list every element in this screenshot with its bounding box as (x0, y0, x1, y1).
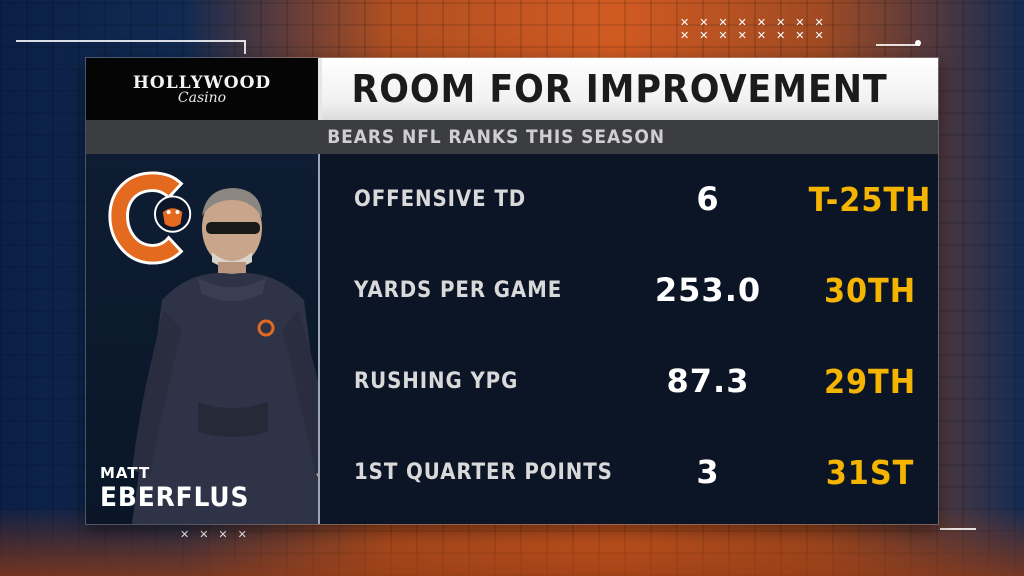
stat-value: 6 (696, 180, 720, 218)
deco-line-top-right (876, 44, 920, 46)
stat-label: YARDS PER GAME (354, 277, 563, 303)
stats-table: OFFENSIVE TD 6 T-25TH YARDS PER GAME 253… (320, 154, 938, 524)
coach-photo (132, 188, 318, 524)
stat-rank: 30TH (823, 270, 917, 310)
stat-value: 3 (696, 453, 720, 491)
stats-card: HOLLYWOOD Casino ROOM FOR IMPROVEMENT BE… (86, 58, 938, 524)
title-bar: ROOM FOR IMPROVEMENT (322, 58, 938, 120)
deco-line-bottom-right (940, 528, 976, 530)
stat-rank: T-25TH (808, 179, 932, 219)
deco-x-marks: ✕✕✕✕✕✕✕✕ ✕✕✕✕✕✕✕✕ (680, 16, 834, 42)
stat-row: OFFENSIVE TD 6 T-25TH (320, 154, 938, 244)
page-title: ROOM FOR IMPROVEMENT (351, 67, 888, 111)
subtitle-bar: BEARS NFL RANKS THIS SEASON (86, 120, 938, 154)
stat-label: OFFENSIVE TD (354, 186, 527, 212)
stat-value: 87.3 (666, 362, 750, 400)
subtitle: BEARS NFL RANKS THIS SEASON (327, 126, 665, 148)
bears-logo-icon (108, 171, 192, 265)
sponsor-logo-line1: HOLLYWOOD (132, 72, 272, 93)
coach-first-name: MATT (100, 464, 151, 482)
deco-line-top-left (16, 40, 244, 42)
stat-rank: 29TH (823, 361, 917, 401)
stat-row: RUSHING YPG 87.3 29TH (320, 336, 938, 426)
stat-label: RUSHING YPG (354, 368, 519, 394)
stat-row: 1ST QUARTER POINTS 3 31ST (320, 427, 938, 517)
sponsor-logo-line2: Casino (177, 89, 227, 106)
deco-line-top-left-vert (244, 40, 246, 54)
coach-panel: MATT EBERFLUS (86, 154, 320, 524)
stat-value: 253.0 (654, 271, 762, 309)
stat-rank: 31ST (825, 452, 915, 492)
deco-dot-top-right (915, 40, 921, 46)
stat-label: 1ST QUARTER POINTS (354, 459, 613, 485)
deco-x-marks-bottom: ✕✕✕✕ (180, 528, 257, 541)
coach-last-name: EBERFLUS (100, 482, 250, 513)
sponsor-logo: HOLLYWOOD Casino (86, 58, 322, 120)
stat-row: YARDS PER GAME 253.0 30TH (320, 245, 938, 335)
header: HOLLYWOOD Casino ROOM FOR IMPROVEMENT (86, 58, 938, 120)
